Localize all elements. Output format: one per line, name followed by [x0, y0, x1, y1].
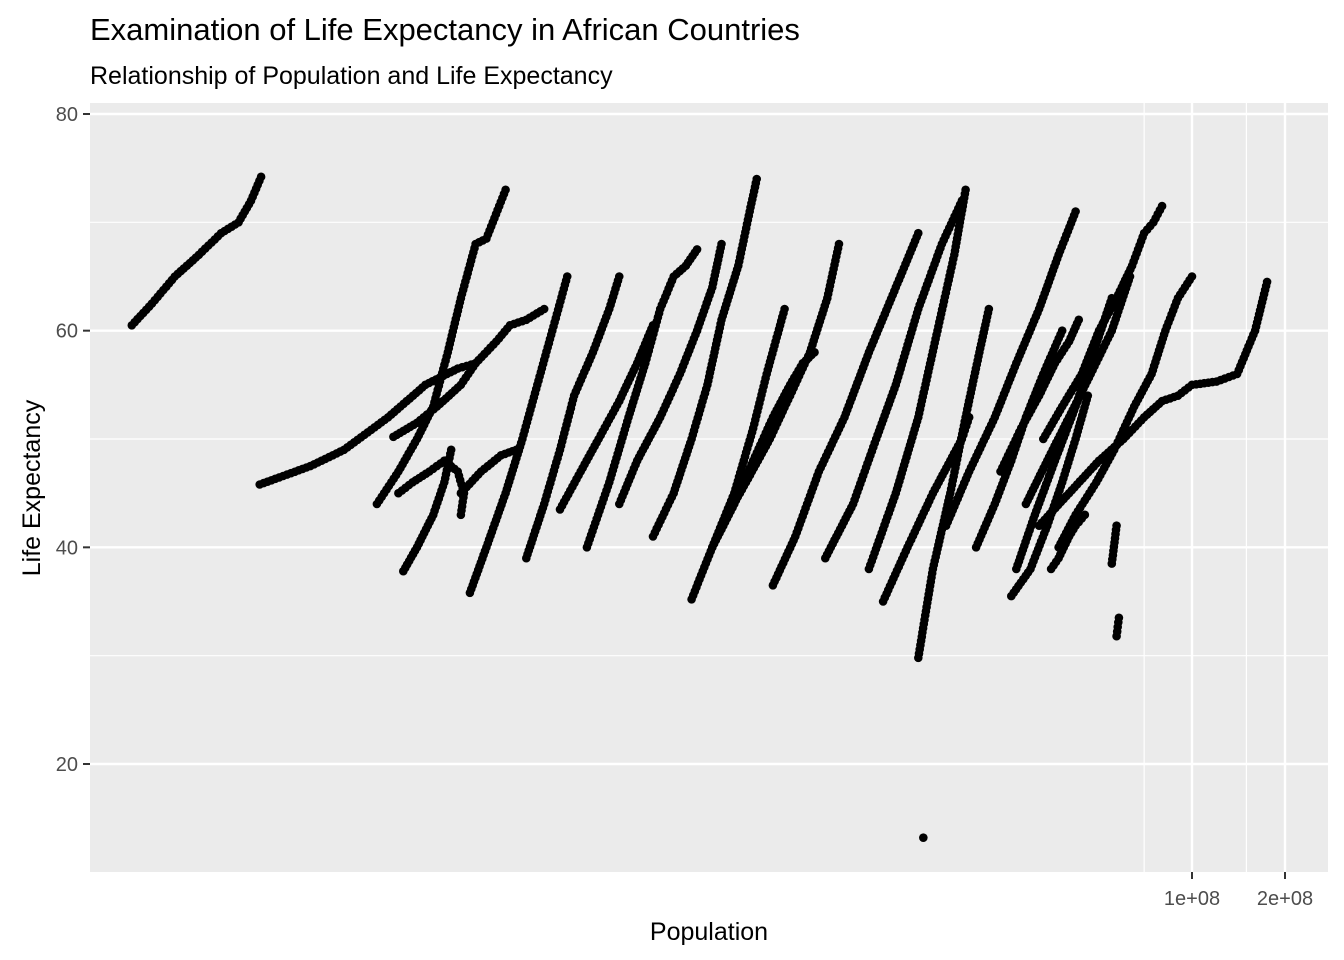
data-point [446, 445, 456, 455]
data-point [512, 445, 521, 455]
data-point [456, 510, 466, 520]
data-point [717, 239, 726, 249]
data-point [780, 304, 789, 314]
data-point [501, 185, 510, 195]
plot-panel [90, 103, 1328, 872]
x-tick-label: 2e+08 [1257, 888, 1313, 910]
data-point [1071, 207, 1080, 216]
y-tick-label: 60 [56, 321, 78, 343]
data-point [961, 185, 970, 195]
data-point [692, 245, 702, 254]
data-point [1114, 613, 1124, 623]
x-tick-labels: 1e+08 2e+08 [1164, 888, 1313, 910]
data-point [614, 272, 624, 281]
data-point [834, 239, 844, 249]
data-point [539, 304, 549, 314]
axis-ticks [83, 113, 1286, 879]
data-point [810, 348, 819, 357]
data-point [913, 228, 923, 238]
data-point [1057, 326, 1067, 335]
data-point [1112, 521, 1121, 530]
data-point [1083, 391, 1093, 400]
y-tick-label: 40 [56, 537, 78, 559]
data-point [562, 272, 572, 281]
data-point [1157, 201, 1167, 211]
y-tick-label: 80 [56, 104, 78, 126]
data-point [1262, 277, 1272, 287]
data-point [984, 304, 994, 314]
y-axis-label: Life Expectancy [18, 399, 46, 576]
chart-subtitle: Relationship of Population and Life Expe… [90, 62, 613, 90]
data-point [752, 174, 762, 184]
x-axis-label: Population [650, 918, 768, 946]
y-tick-labels: 20 40 60 80 [56, 104, 78, 776]
chart-title: Examination of Life Expectancy in Africa… [90, 12, 800, 47]
y-tick-label: 20 [56, 754, 78, 776]
data-point [1187, 272, 1197, 281]
data-point [1080, 510, 1090, 520]
data-point [1074, 315, 1084, 325]
data-point [919, 833, 928, 842]
data-points [127, 172, 1272, 842]
x-tick-label: 1e+08 [1164, 888, 1220, 910]
data-point [256, 172, 266, 182]
data-point [964, 413, 974, 422]
